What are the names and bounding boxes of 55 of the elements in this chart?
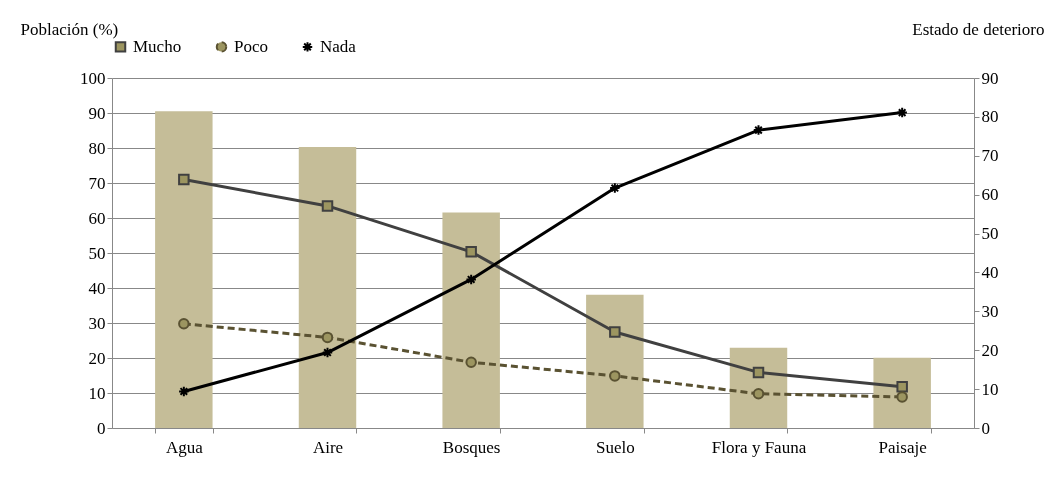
y-tick-label: 10 bbox=[88, 383, 106, 403]
legend-label: Poco bbox=[234, 36, 268, 56]
y2-tick-label: 30 bbox=[981, 301, 999, 321]
y-axis-title: Población (%) bbox=[20, 19, 119, 39]
point bbox=[465, 273, 477, 286]
y-tick-label: 100 bbox=[80, 68, 106, 88]
legend-label: Mucho bbox=[133, 36, 182, 56]
point bbox=[178, 173, 190, 186]
point bbox=[609, 182, 621, 194]
y-tick-label: 90 bbox=[88, 103, 106, 123]
x-tick-label: Bosques bbox=[442, 437, 501, 457]
bar bbox=[729, 347, 788, 428]
point bbox=[178, 385, 190, 398]
y2-tick-label: 50 bbox=[981, 224, 999, 244]
y-tick-label: 0 bbox=[97, 418, 106, 438]
point bbox=[465, 356, 477, 369]
x-tick-label: Aire bbox=[312, 437, 344, 457]
y-tick-label: 50 bbox=[88, 243, 106, 263]
y-tick-label: 20 bbox=[88, 348, 106, 368]
bar bbox=[586, 294, 644, 428]
y2-tick-label: 80 bbox=[981, 107, 999, 127]
y2-tick-label: 90 bbox=[981, 68, 999, 88]
point bbox=[609, 326, 621, 338]
y2-tick-label: 0 bbox=[981, 418, 990, 438]
point bbox=[465, 246, 477, 258]
y-tick-label: 30 bbox=[88, 313, 106, 333]
point bbox=[752, 388, 765, 400]
legend-label: Nada bbox=[320, 36, 357, 56]
point bbox=[321, 331, 334, 344]
x-tick-label: Agua bbox=[165, 437, 204, 457]
point bbox=[752, 366, 765, 379]
bar bbox=[298, 146, 357, 428]
bar bbox=[442, 212, 500, 428]
x-tick-label: Paisaje bbox=[878, 437, 927, 457]
y2-tick-label: 70 bbox=[981, 146, 999, 166]
point bbox=[896, 381, 908, 393]
point bbox=[609, 370, 621, 382]
x-tick-label: Flora y Fauna bbox=[711, 437, 807, 457]
y2-tick-label: 40 bbox=[981, 262, 999, 282]
bar bbox=[155, 111, 213, 428]
bar bbox=[873, 357, 931, 428]
point bbox=[321, 200, 334, 212]
y-tick-label: 40 bbox=[88, 278, 106, 298]
y2-axis-title: Estado de deterioro bbox=[912, 19, 1045, 39]
point bbox=[896, 391, 908, 403]
point bbox=[896, 106, 908, 119]
y2-tick-label: 60 bbox=[981, 185, 999, 205]
point bbox=[178, 318, 190, 330]
point bbox=[321, 346, 334, 359]
y-tick-label: 70 bbox=[88, 173, 106, 193]
y-tick-label: 60 bbox=[88, 208, 106, 228]
y2-tick-label: 20 bbox=[981, 340, 999, 360]
y-tick-label: 80 bbox=[88, 138, 106, 158]
x-tick-label: Suelo bbox=[595, 437, 635, 457]
y2-tick-label: 10 bbox=[981, 379, 999, 399]
